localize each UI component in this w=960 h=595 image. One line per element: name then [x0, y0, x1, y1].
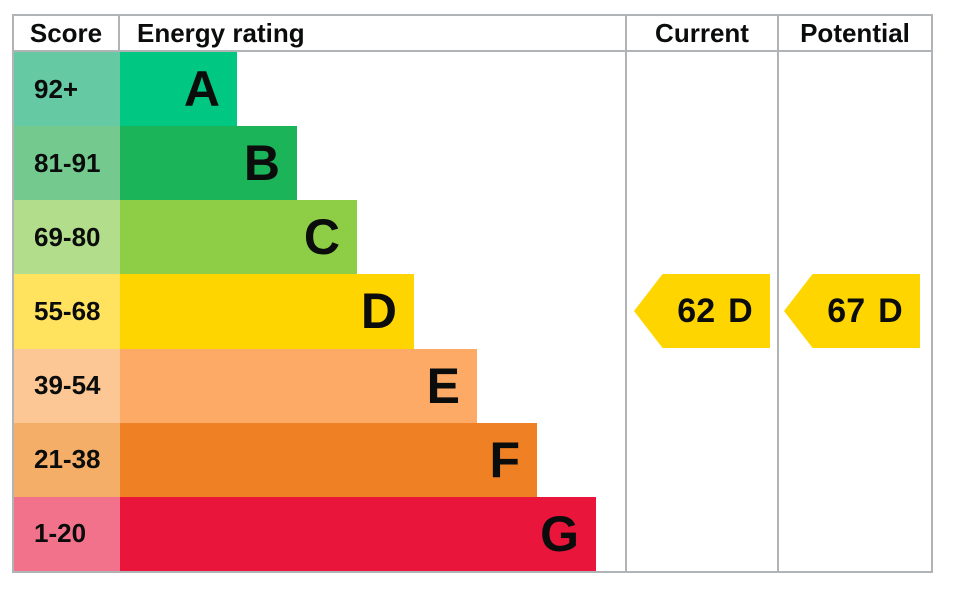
current-rating-text: 62 D — [677, 294, 752, 328]
score-column-divider — [118, 16, 120, 50]
current-rating-arrow: 62 D — [634, 274, 770, 348]
band-d-bar: D — [120, 274, 414, 349]
band-row-a: 92+ A — [14, 52, 625, 127]
current-rating-letter: D — [728, 292, 753, 330]
band-f-bar: F — [120, 422, 537, 497]
band-row-g: 1-20 G — [14, 496, 625, 571]
band-b-score-range: 81-91 — [14, 126, 120, 201]
band-g-bar: G — [120, 496, 596, 571]
potential-rating-value: 67 — [827, 292, 866, 330]
potential-rating-text: 67 D — [827, 294, 902, 328]
band-row-f: 21-38 F — [14, 422, 625, 497]
band-a-bar: A — [120, 52, 237, 127]
potential-rating-arrow: 67 D — [784, 274, 920, 348]
band-g-score-range: 1-20 — [14, 496, 120, 571]
rating-bands: 92+ A 81-91 B 69-80 C 55-68 D 39-54 E 21… — [14, 52, 625, 571]
band-row-b: 81-91 B — [14, 126, 625, 201]
score-column-header: Score — [29, 17, 103, 48]
epc-chart: Score Energy rating Current Potential 92… — [12, 14, 933, 573]
band-f-score-range: 21-38 — [14, 422, 120, 497]
band-a-score-range: 92+ — [14, 52, 120, 127]
band-c-score-range: 69-80 — [14, 200, 120, 275]
band-row-c: 69-80 C — [14, 200, 625, 275]
potential-column-divider — [777, 16, 779, 571]
potential-column-header: Potential — [800, 17, 910, 48]
header-row: Score Energy rating Current Potential — [14, 16, 931, 52]
band-e-score-range: 39-54 — [14, 348, 120, 423]
potential-rating-letter: D — [878, 292, 903, 330]
band-c-bar: C — [120, 200, 357, 275]
band-e-bar: E — [120, 348, 477, 423]
current-column-header: Current — [655, 17, 749, 48]
band-row-e: 39-54 E — [14, 348, 625, 423]
energy-rating-column-header: Energy rating — [137, 17, 305, 48]
band-row-d: 55-68 D — [14, 274, 625, 349]
current-column-divider — [625, 16, 627, 571]
band-b-bar: B — [120, 126, 297, 201]
current-rating-value: 62 — [677, 292, 716, 330]
band-d-score-range: 55-68 — [14, 274, 120, 349]
